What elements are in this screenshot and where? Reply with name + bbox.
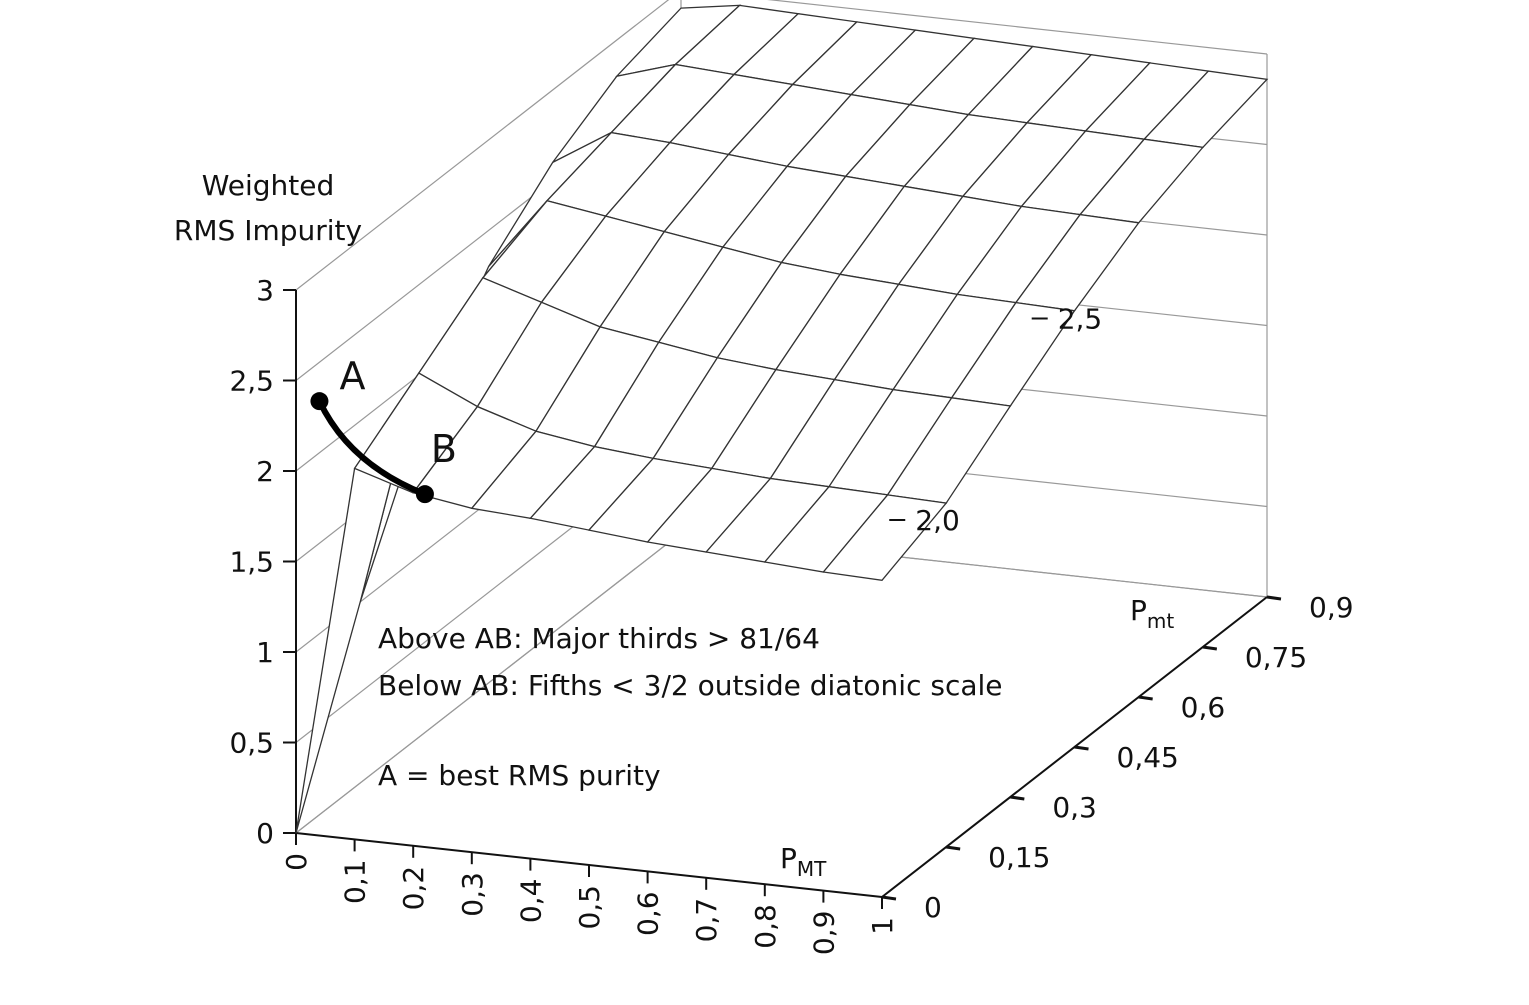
contour-label: 2,5 — [1058, 303, 1103, 336]
x-tick-label: 0,7 — [690, 898, 723, 943]
grid-line — [295, 0, 1268, 291]
x-tick-label: 0,2 — [397, 866, 430, 911]
x-tick-label: 0,1 — [339, 859, 372, 904]
z-axis-label: Weighted — [202, 169, 335, 202]
y-tick — [881, 895, 897, 901]
x-tick-label: 0,3 — [456, 872, 489, 917]
y-axis-label-main: P — [1130, 594, 1147, 627]
y-tick — [1202, 645, 1218, 651]
x-tick-label: 1 — [866, 917, 899, 935]
x-axis-label-main: P — [780, 842, 797, 875]
z-tick-label: 2,5 — [229, 365, 274, 398]
y-tick-label: 0,9 — [1309, 591, 1354, 624]
y-axis-label: Pmt — [1130, 594, 1174, 633]
z-tick-label: 3 — [256, 274, 274, 307]
z-axis-label: RMS Impurity — [174, 214, 362, 247]
y-tick-label: 0,75 — [1245, 641, 1307, 674]
annotation: Below AB: Fifths < 3/2 outside diatonic … — [378, 669, 1003, 702]
x-axis-label-sub: MT — [797, 857, 827, 881]
y-tick — [1010, 795, 1025, 801]
y-tick — [1074, 745, 1089, 751]
y-tick — [1138, 695, 1153, 701]
point-label: A — [339, 354, 365, 398]
point — [310, 392, 329, 411]
z-tick-label: 0 — [256, 817, 274, 850]
z-tick-label: 2 — [256, 455, 274, 488]
ab-curve — [316, 399, 427, 497]
x-tick-label: 0,6 — [632, 891, 665, 936]
x-tick-label: 0,5 — [573, 885, 606, 930]
x-axis-label: PMT — [780, 842, 827, 881]
annotation: Above AB: Major thirds > 81/64 — [378, 622, 820, 655]
y-tick-label: 0,3 — [1052, 791, 1097, 824]
z-tick-label: 1,5 — [229, 546, 274, 579]
surface-cell — [822, 494, 948, 581]
x-tick-label: 0,9 — [807, 911, 840, 956]
y-axis-label-sub: mt — [1147, 609, 1174, 633]
z-tick-label: 0,5 — [229, 727, 274, 760]
x-tick-label: 0,8 — [749, 904, 782, 949]
x-tick-label: 0 — [280, 853, 313, 871]
y-tick-label: 0,6 — [1181, 691, 1226, 724]
z-tick-label: 1 — [256, 636, 274, 669]
x-tick-label: 0,4 — [514, 879, 547, 924]
annotation: A = best RMS purity — [378, 759, 661, 792]
point — [415, 485, 434, 504]
point-label: B — [431, 427, 457, 471]
contour-label: 2,0 — [915, 504, 960, 537]
y-tick-label: 0 — [924, 891, 942, 924]
y-tick-label: 0,15 — [988, 841, 1050, 874]
y-tick — [1266, 595, 1282, 601]
y-tick — [945, 845, 961, 851]
y-tick-label: 0,45 — [1117, 741, 1179, 774]
